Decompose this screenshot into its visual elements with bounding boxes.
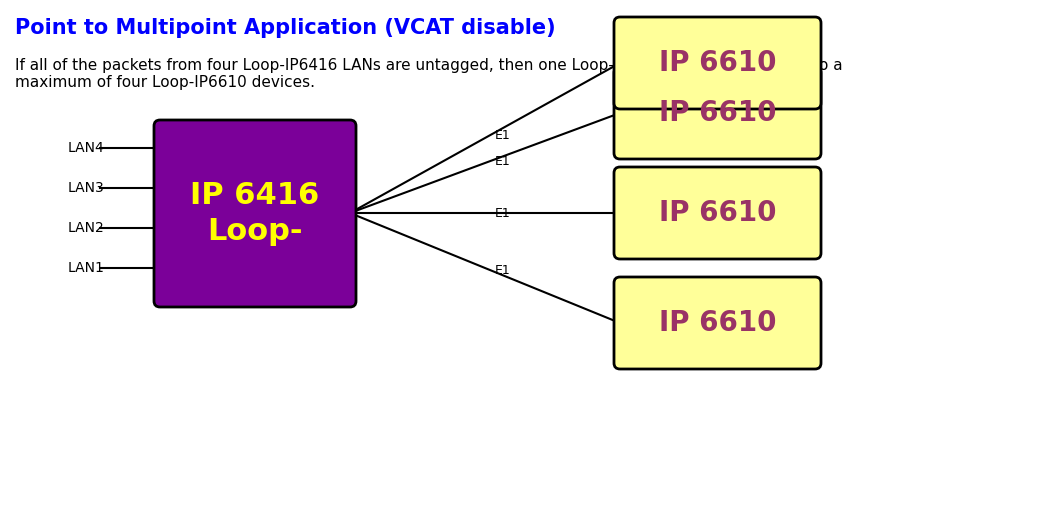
Text: LAN1: LAN1 (68, 261, 105, 275)
Text: IP 6610: IP 6610 (659, 99, 777, 127)
FancyBboxPatch shape (614, 17, 821, 109)
Text: Point to Multipoint Application (VCAT disable): Point to Multipoint Application (VCAT di… (15, 18, 555, 38)
Text: LAN3: LAN3 (68, 181, 105, 195)
Text: If all of the packets from four Loop-IP6416 LANs are untagged, then one Loop-IP6: If all of the packets from four Loop-IP6… (15, 58, 842, 90)
FancyBboxPatch shape (614, 167, 821, 259)
Text: IP 6610: IP 6610 (659, 309, 777, 337)
Text: E1: E1 (494, 154, 510, 168)
Text: LAN4: LAN4 (68, 141, 105, 155)
Text: Loop-: Loop- (207, 217, 303, 246)
Text: IP 6416: IP 6416 (190, 181, 320, 210)
Text: E1: E1 (494, 264, 510, 276)
FancyBboxPatch shape (614, 277, 821, 369)
FancyBboxPatch shape (154, 120, 355, 307)
Text: IP 6610: IP 6610 (659, 49, 777, 77)
Text: LAN2: LAN2 (68, 221, 105, 235)
Text: E1: E1 (494, 206, 510, 220)
FancyBboxPatch shape (614, 67, 821, 159)
Text: IP 6610: IP 6610 (659, 199, 777, 227)
Text: E1: E1 (494, 128, 510, 142)
